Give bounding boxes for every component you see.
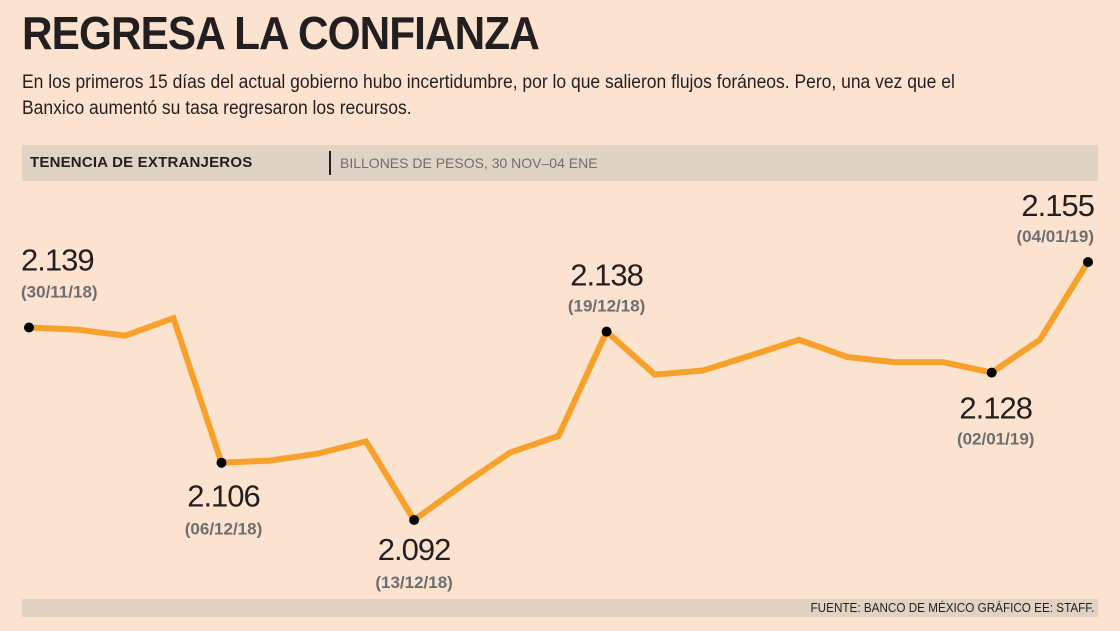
date-label: (06/12/18) [185,520,263,539]
chart-subtitle: En los primeros 15 días del actual gobie… [22,72,955,119]
data-point-marker [1083,257,1093,267]
units-label: BILLONES DE PESOS, 30 NOV–04 ENE [340,155,598,171]
series-layer [28,260,1091,525]
header-separator [329,151,331,175]
marker-layer [24,257,1093,525]
date-label: (04/01/19) [1017,227,1095,246]
series-line [28,260,1091,525]
data-point-marker [986,367,997,378]
data-point-marker [409,515,420,525]
chart-title: REGRESA LA CONFIANZA [22,7,540,59]
series-label: TENENCIA DE EXTRANJEROS [30,154,253,171]
data-point-marker [601,326,612,337]
date-label: (13/12/18) [375,573,453,592]
value-label: 2.155 [1021,188,1094,223]
data-point-marker [24,322,34,333]
value-label: 2.138 [570,258,643,293]
value-label: 2.128 [959,391,1032,426]
value-label: 2.139 [21,243,94,278]
value-label: 2.092 [378,532,451,567]
value-label: 2.106 [187,479,260,514]
date-label: (02/01/19) [957,430,1035,449]
date-label: (30/11/18) [21,283,98,302]
label-layer: 2.139 (30/11/18) 2.106 (06/12/18) 2.092 (13/1… [21,188,1095,592]
series-header-bar: TENENCIA DE EXTRANJEROS BILLONES DE PESO… [22,145,1098,181]
footer-bar: FUENTE: BANCO DE MÉXICO GRÁFICO EE: STAF… [22,599,1098,617]
data-point-marker [216,457,227,468]
source-credit: FUENTE: BANCO DE MÉXICO GRÁFICO EE: STAF… [810,600,1094,615]
date-label: (19/12/18) [568,297,646,316]
